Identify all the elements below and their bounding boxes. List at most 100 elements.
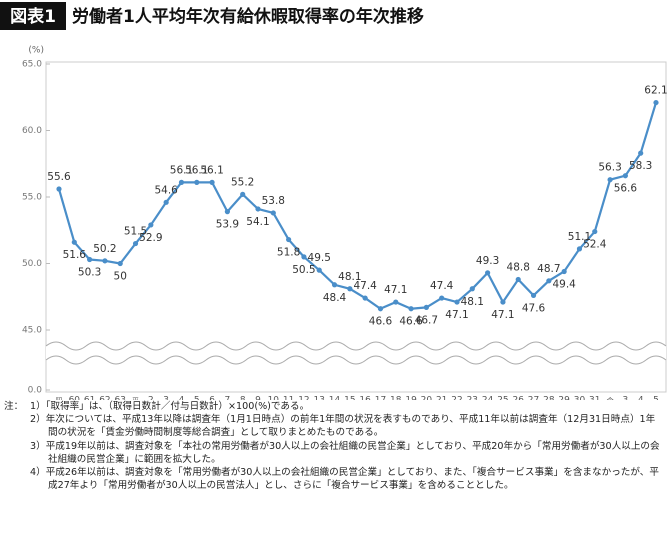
data-label: 51.5: [124, 226, 147, 238]
point: [56, 186, 62, 192]
data-label: 50.3: [78, 267, 101, 279]
point: [194, 179, 200, 185]
plot-frame: [45, 61, 667, 393]
point: [178, 179, 185, 185]
data-label: 56.6: [614, 183, 638, 195]
data-label: 48.1: [338, 271, 361, 283]
point: [561, 268, 567, 275]
point: [439, 295, 445, 301]
point: [224, 209, 230, 215]
y-axis-label: (%): [28, 46, 44, 56]
y-tick-label: 0.0: [28, 386, 43, 396]
data-label: 54.1: [246, 216, 269, 228]
point: [408, 306, 414, 312]
note: 4）平成26年以前は、調査対象を「常用労働者が30人以上の会社組織の民営企業」と…: [30, 467, 659, 492]
figure-label-box: [0, 2, 66, 30]
data-label: 49.3: [476, 255, 499, 267]
point: [423, 304, 429, 310]
data-label: 47.1: [445, 309, 468, 321]
data-label: 52.4: [583, 239, 607, 251]
point: [148, 222, 154, 228]
note: 1）「取得率」は、（取得日数計／付与日数計）×100(%)である。: [30, 401, 310, 412]
point: [592, 228, 598, 235]
point: [454, 299, 460, 305]
point: [485, 270, 491, 276]
point: [469, 286, 475, 292]
point: [301, 254, 307, 260]
data-label: 55.6: [47, 171, 71, 183]
point: [393, 299, 399, 305]
point: [102, 258, 108, 264]
point: [347, 286, 353, 292]
point: [163, 199, 169, 205]
point: [530, 292, 537, 299]
axis-break-line: [45, 355, 667, 365]
data-label: 48.4: [323, 292, 347, 304]
y-tick-label: 45.0: [22, 326, 42, 336]
axis-break-line: [45, 341, 667, 351]
data-label: 48.1: [461, 296, 484, 308]
point: [622, 173, 628, 179]
point: [270, 210, 276, 216]
data-label: 51.6: [63, 249, 87, 261]
y-tick-label: 60.0: [22, 126, 42, 136]
data-label: 51.1: [568, 231, 591, 243]
point: [638, 150, 644, 156]
point: [546, 278, 552, 284]
data-label: 56.3: [598, 162, 621, 174]
data-label: 47.6: [522, 302, 546, 314]
point: [362, 295, 368, 301]
point: [500, 299, 506, 305]
point: [653, 99, 659, 106]
data-label: 54.6: [154, 184, 178, 196]
data-label: 62.1: [644, 85, 667, 97]
data-label: 48.7: [537, 263, 560, 275]
data-label: 47.1: [491, 309, 514, 321]
data-label: 47.1: [384, 284, 407, 296]
point: [87, 256, 93, 263]
data-label: 55.2: [231, 176, 254, 188]
data-label: 49.5: [308, 252, 331, 264]
note: 2）年次については、平成13年以降は調査年（1月1日時点）の前年1年間の状況を表…: [30, 414, 656, 439]
data-label: 51.8: [277, 247, 300, 259]
point: [607, 177, 613, 183]
note-list: 1）「取得率」は、（取得日数計／付与日数計）×100(%)である。 2）年次につい…: [30, 400, 664, 492]
point: [132, 240, 139, 247]
point: [576, 246, 583, 252]
data-label: 50: [114, 271, 127, 283]
data-label: 50.2: [93, 243, 116, 255]
data-label: 50.5: [292, 264, 315, 276]
data-label: 53.8: [262, 195, 285, 207]
series-line: [57, 102, 658, 310]
data-label: 47.4: [430, 280, 454, 292]
point: [117, 260, 123, 267]
data-label: 49.4: [552, 278, 576, 290]
data-label: 56.1: [170, 164, 193, 176]
data-label: 53.9: [216, 219, 239, 231]
figure-label: 図表1: [10, 6, 56, 27]
y-tick-label: 50.0: [22, 259, 42, 269]
point: [209, 179, 215, 185]
note: 3）平成19年以前は、調査対象を「本社の常用労働者が30人以上の会社組織の民営企…: [30, 440, 660, 465]
data-label: 47.4: [353, 280, 377, 292]
data-label: 56.1: [185, 164, 208, 176]
y-tick-label: 55.0: [22, 193, 42, 203]
point: [515, 276, 521, 283]
notes-label: 注：: [4, 401, 24, 412]
point: [316, 267, 322, 273]
data-label: 46.6: [369, 316, 393, 328]
y-tick-label: 65.0: [22, 60, 42, 70]
data-label: 58.3: [629, 160, 652, 172]
point: [240, 191, 246, 197]
data-label: 48.8: [507, 261, 530, 273]
point: [255, 206, 261, 212]
point: [71, 239, 77, 245]
data-label: 56.1: [200, 164, 223, 176]
chart-title: 労働者1人平均年次有給休暇取得率の年次推移: [72, 6, 424, 27]
data-label: 46.6: [399, 316, 423, 328]
point: [331, 282, 338, 288]
point: [377, 306, 384, 312]
chart: 図表1 労働者1人平均年次有給休暇取得率の年次推移 (%) 0.0 45.0 50.…: [0, 2, 668, 424]
point: [286, 236, 292, 243]
